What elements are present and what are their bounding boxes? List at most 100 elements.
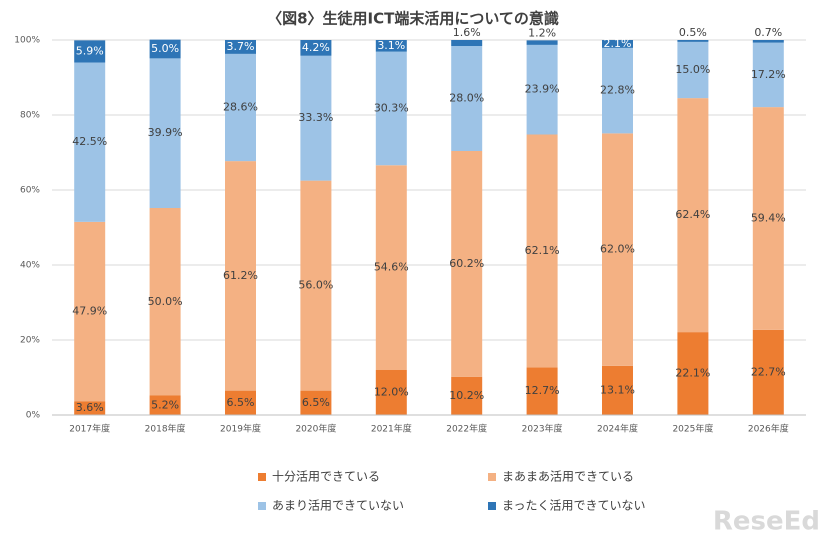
- bar-segment: [451, 46, 483, 151]
- bar-segment: [602, 40, 633, 48]
- bar-segment: [602, 133, 633, 366]
- x-tick-label: 2022年度: [446, 423, 487, 435]
- bar-segment: [74, 221, 106, 402]
- bar-segment: [526, 367, 558, 415]
- value-label: 62.0%: [600, 243, 635, 256]
- bar-segment: [300, 55, 332, 181]
- value-label: 62.4%: [675, 208, 710, 221]
- value-label: 3.6%: [76, 401, 104, 414]
- x-tick-label: 2026年度: [748, 423, 789, 435]
- legend-swatch: [258, 473, 266, 481]
- value-label: 1.6%: [453, 26, 481, 39]
- bar-segment: [677, 40, 709, 42]
- value-label: 28.0%: [449, 92, 484, 105]
- value-label: 33.3%: [298, 111, 333, 124]
- bar-segment: [752, 42, 784, 108]
- y-tick-label: 20%: [20, 336, 40, 346]
- bar-segment: [526, 134, 558, 368]
- bar-segment: [677, 41, 709, 99]
- bar-segment: [149, 39, 181, 59]
- bar-segment: [225, 161, 256, 391]
- value-label: 61.2%: [223, 269, 258, 282]
- bar-segment: [752, 40, 784, 43]
- bar-segment: [225, 53, 256, 162]
- bar-segment: [375, 40, 407, 52]
- bar-segment: [225, 40, 256, 54]
- watermark: ReseEd: [713, 507, 820, 537]
- value-label: 12.7%: [525, 384, 560, 397]
- bar-segment: [300, 40, 332, 56]
- value-label: 5.9%: [76, 44, 104, 57]
- value-label: 39.9%: [148, 126, 183, 139]
- value-label: 50.0%: [148, 295, 183, 308]
- y-tick-label: 100%: [14, 36, 40, 46]
- value-label: 47.9%: [72, 305, 107, 318]
- value-label: 22.7%: [751, 365, 786, 378]
- value-label: 15.0%: [675, 63, 710, 76]
- value-label: 2.1%: [604, 37, 632, 50]
- x-tick-label: 2019年度: [220, 423, 261, 435]
- value-label: 3.1%: [377, 39, 405, 52]
- value-label: 6.5%: [227, 396, 255, 409]
- legend-swatch: [258, 502, 266, 510]
- value-label: 10.2%: [449, 389, 484, 402]
- bar-segment: [225, 390, 256, 415]
- bar-segment: [300, 390, 332, 415]
- bar-segment: [602, 365, 633, 415]
- bar-segment: [752, 107, 784, 330]
- x-tick-label: 2021年度: [371, 423, 412, 435]
- legend-label: 十分活用できている: [272, 470, 380, 484]
- value-label: 30.3%: [374, 101, 409, 114]
- value-label: 13.1%: [600, 383, 635, 396]
- legend-swatch: [488, 473, 496, 481]
- value-label: 42.5%: [72, 135, 107, 148]
- bar-segment: [451, 151, 483, 377]
- x-tick-label: 2023年度: [522, 423, 563, 435]
- value-label: 0.7%: [754, 26, 782, 39]
- bar-segment: [602, 47, 633, 134]
- bar-segment: [375, 51, 407, 166]
- value-label: 28.6%: [223, 101, 258, 114]
- bar-segment: [375, 370, 407, 415]
- bar-segment: [677, 332, 709, 415]
- value-label: 59.4%: [751, 212, 786, 225]
- y-tick-label: 60%: [20, 186, 40, 196]
- value-label: 54.6%: [374, 261, 409, 274]
- bar-segment: [149, 208, 181, 396]
- y-tick-label: 80%: [20, 111, 40, 121]
- value-label: 5.0%: [151, 42, 179, 55]
- value-label: 5.2%: [151, 398, 179, 411]
- bar-segment: [74, 62, 106, 222]
- x-tick-label: 2017年度: [69, 423, 110, 435]
- bar-segment: [451, 40, 483, 46]
- bar-segment: [74, 40, 106, 63]
- bar-segment: [149, 395, 181, 415]
- bar-segment: [526, 40, 558, 45]
- bar-segment: [375, 165, 407, 370]
- x-tick-label: 2018年度: [145, 423, 186, 435]
- value-label: 22.1%: [675, 367, 710, 380]
- legend-label: まったく活用できていない: [502, 499, 646, 513]
- value-label: 6.5%: [302, 396, 330, 409]
- x-tick-label: 2024年度: [597, 423, 638, 435]
- chart-title: 〈図8〉生徒用ICT端末活用についての意識: [267, 10, 559, 28]
- value-label: 3.7%: [227, 40, 255, 53]
- legend-swatch: [488, 502, 496, 510]
- x-tick-label: 2025年度: [672, 423, 713, 435]
- value-label: 22.8%: [600, 84, 635, 97]
- bar-segment: [752, 329, 784, 415]
- value-label: 62.1%: [525, 244, 560, 257]
- bar-segment: [526, 44, 558, 135]
- value-label: 0.5%: [679, 26, 707, 39]
- bar-segment: [677, 98, 709, 333]
- y-tick-label: 0%: [26, 411, 41, 421]
- x-tick-label: 2020年度: [295, 423, 336, 435]
- bar-segment: [149, 58, 181, 208]
- value-label: 12.0%: [374, 386, 409, 399]
- bar-segment: [451, 376, 483, 415]
- bar-segment: [74, 401, 106, 415]
- y-tick-label: 40%: [20, 261, 40, 271]
- value-label: 4.2%: [302, 41, 330, 54]
